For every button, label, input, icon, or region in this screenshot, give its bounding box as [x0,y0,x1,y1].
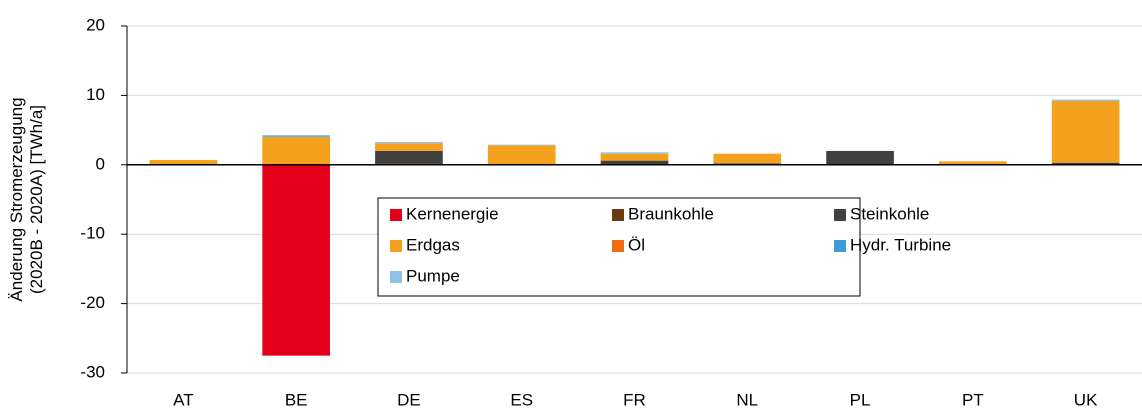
bar-segment [262,136,330,138]
y-tick-label: 0 [96,154,105,173]
legend-swatch [612,240,624,252]
bar-segment [1051,162,1120,165]
x-tick-label: AT [173,390,193,409]
x-tick-label: DE [397,390,421,409]
x-tick-label: FR [623,390,646,409]
x-tick-label: PL [850,390,871,409]
bar-segment [1051,99,1120,101]
x-tick-label: BE [285,390,308,409]
legend-label: Hydr. Turbine [850,235,951,254]
y-axis-label-line: (2020B - 2020A) [TWh/a] [27,105,46,294]
bar-segment [487,145,556,165]
bar-segment [939,161,1007,165]
bar-segment [600,160,669,165]
legend-label: Steinkohle [850,204,929,223]
y-tick-label: -30 [80,362,105,381]
legend-swatch [612,209,624,221]
bar-segment [262,137,330,165]
x-tick-label: ES [510,390,533,409]
bar-segment [375,150,443,164]
y-tick-label: 10 [86,85,105,104]
legend-label: Pumpe [406,266,460,285]
legend-label: Erdgas [406,235,460,254]
y-tick-label: -20 [80,293,105,312]
x-tick-label: UK [1074,390,1098,409]
bar-segment [600,153,669,161]
bar-segment [600,152,669,154]
bar-segment [149,159,218,165]
legend-swatch [390,209,402,221]
y-tick-label: 20 [86,15,105,34]
legend-swatch [390,240,402,252]
bar-segment [1051,100,1120,163]
legend-label: Kernenergie [406,204,499,223]
y-axis-label: Änderung Stromerzeugung(2020B - 2020A) [… [7,97,46,301]
bar-segment [375,143,443,151]
x-tick-label: NL [736,390,758,409]
bar-segment [713,153,782,164]
bar-segment [262,134,330,137]
y-axis-label-line: Änderung Stromerzeugung [7,97,26,301]
bar-segment [375,141,443,144]
legend-label: Braunkohle [628,204,714,223]
legend-swatch [834,209,846,221]
legend-label: Öl [628,235,645,254]
y-tick-label: -10 [80,224,105,243]
bar-segment [487,144,556,146]
bar-segment [826,150,894,165]
x-tick-label: PT [962,390,984,409]
legend-swatch [390,271,402,283]
bar-segment [262,164,330,356]
legend-swatch [834,240,846,252]
